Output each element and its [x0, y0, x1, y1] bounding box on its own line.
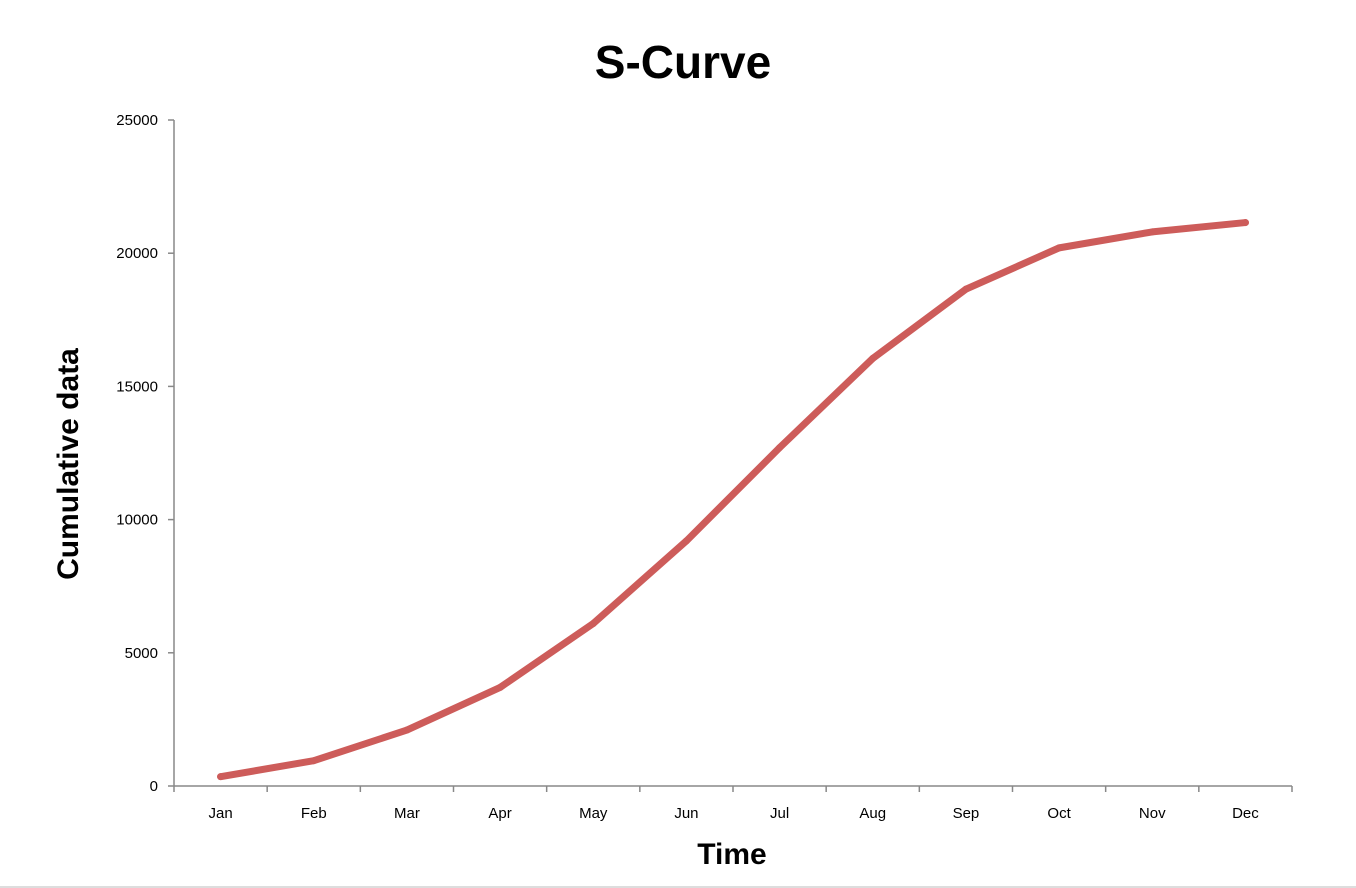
data-point	[310, 757, 318, 765]
data-point	[589, 619, 597, 627]
x-tick-label: Dec	[1232, 805, 1259, 822]
data-point	[496, 683, 504, 691]
data-point	[403, 726, 411, 734]
data-point	[682, 537, 690, 545]
data-point	[962, 285, 970, 293]
x-tick-label: Jul	[770, 805, 789, 822]
data-point	[776, 444, 784, 452]
x-tick-label: Oct	[1047, 805, 1071, 822]
y-tick-label: 5000	[125, 645, 158, 662]
x-tick-label: Apr	[488, 805, 511, 822]
data-point	[1148, 228, 1156, 236]
y-tick-label: 25000	[116, 112, 158, 129]
y-axis-ticks: 0 5000 10000 15000 20000 25000	[116, 112, 174, 795]
x-tick-label: Sep	[953, 805, 980, 822]
x-tick-label: Nov	[1139, 805, 1166, 822]
x-tick-label: May	[579, 805, 608, 822]
series-layer	[217, 219, 1249, 781]
x-axis-title: Time	[697, 838, 766, 871]
y-tick-label: 15000	[116, 378, 158, 395]
x-tick-label: Jan	[208, 805, 232, 822]
y-tick-label: 0	[150, 778, 158, 795]
data-point	[869, 354, 877, 362]
data-point	[217, 773, 225, 781]
y-tick-label: 20000	[116, 245, 158, 262]
data-point	[1241, 219, 1249, 227]
chart-title: S-Curve	[595, 36, 771, 88]
x-tick-label: Mar	[394, 805, 420, 822]
series-line	[217, 219, 1249, 781]
y-axis-title: Cumulative data	[52, 348, 85, 580]
data-point	[1055, 244, 1063, 252]
x-axis-ticks: Jan Feb Mar Apr May Jun Jul Aug Sep Oct Nov Dec	[173, 786, 1293, 822]
bottom-divider	[0, 886, 1356, 888]
x-tick-label: Jun	[674, 805, 698, 822]
x-tick-label: Aug	[859, 805, 886, 822]
y-tick-label: 10000	[116, 512, 158, 529]
x-tick-label: Feb	[301, 805, 327, 822]
